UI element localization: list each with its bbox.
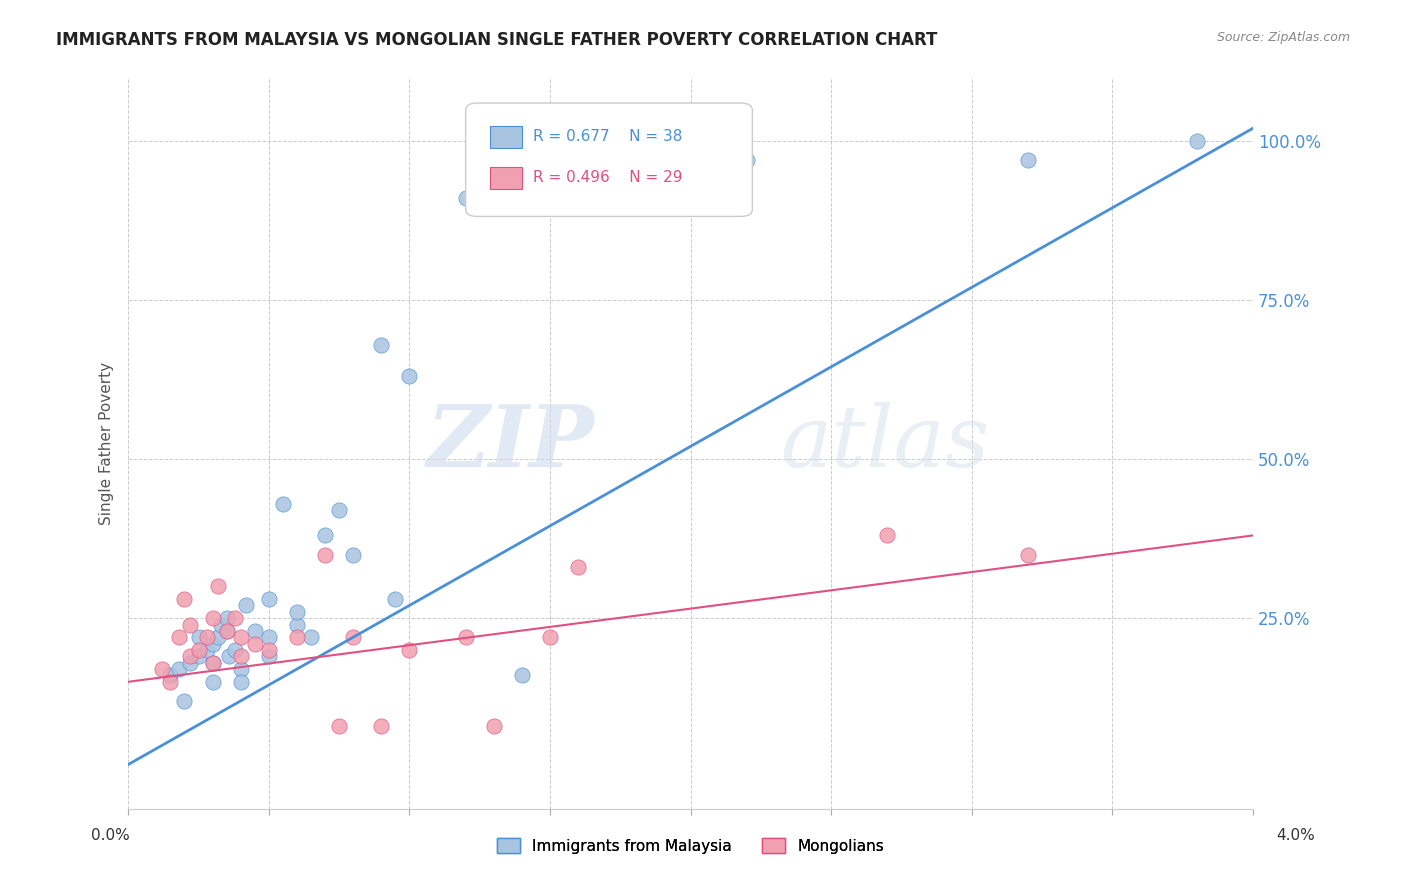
Point [314,548,336,562]
Point [328,719,350,733]
Point [201,637,224,651]
Point [243,624,266,638]
Point [285,617,308,632]
Point [229,649,252,664]
Point [229,674,252,689]
Point [224,611,246,625]
Point [454,191,477,205]
Point [201,656,224,670]
Point [229,630,252,644]
Point [285,605,308,619]
Point [271,497,294,511]
Text: R = 0.496    N = 29: R = 0.496 N = 29 [533,170,682,186]
Point [209,617,232,632]
Point [482,719,505,733]
Point [179,617,201,632]
Text: IMMIGRANTS FROM MALAYSIA VS MONGOLIAN SINGLE FATHER POVERTY CORRELATION CHART: IMMIGRANTS FROM MALAYSIA VS MONGOLIAN SI… [56,31,938,49]
Point [195,630,218,644]
Text: R = 0.677    N = 38: R = 0.677 N = 38 [533,129,682,145]
Bar [491,127,522,148]
Point [224,643,246,657]
Point [285,630,308,644]
Text: 4.0%: 4.0% [1275,828,1315,843]
Point [201,674,224,689]
Point [342,548,364,562]
Point [187,630,209,644]
Point [187,643,209,657]
Point [243,637,266,651]
Point [1017,548,1039,562]
Point [179,649,201,664]
Point [342,630,364,644]
Point [167,630,190,644]
Point [454,630,477,644]
Point [159,668,181,682]
Point [215,624,238,638]
Point [538,630,561,644]
Point [201,611,224,625]
Point [195,643,218,657]
Point [257,592,280,607]
Point [215,624,238,638]
Point [257,630,280,644]
Point [299,630,322,644]
Point [179,656,201,670]
Point [173,694,195,708]
Text: ZIP: ZIP [427,401,595,485]
Point [201,656,224,670]
Point [398,369,420,384]
Point [567,560,589,574]
Text: atlas: atlas [780,402,990,484]
Point [257,649,280,664]
Point [229,662,252,676]
Point [235,599,257,613]
Point [370,337,392,351]
Bar [491,168,522,189]
Point [207,630,229,644]
Point [173,592,195,607]
Point [1185,134,1208,148]
Text: 0.0%: 0.0% [91,828,131,843]
Point [215,611,238,625]
Point [150,662,173,676]
Point [257,643,280,657]
Point [398,643,420,657]
Point [218,649,240,664]
Point [167,662,190,676]
Point [1017,153,1039,168]
Point [159,674,181,689]
Point [328,503,350,517]
Point [510,668,533,682]
Text: Source: ZipAtlas.com: Source: ZipAtlas.com [1216,31,1350,45]
FancyBboxPatch shape [465,103,752,217]
Point [370,719,392,733]
Point [314,528,336,542]
Point [187,649,209,664]
Legend: Immigrants from Malaysia, Mongolians: Immigrants from Malaysia, Mongolians [491,831,890,860]
Point [735,153,758,168]
Y-axis label: Single Father Poverty: Single Father Poverty [100,361,114,524]
Point [876,528,898,542]
Point [207,579,229,593]
Point [384,592,406,607]
